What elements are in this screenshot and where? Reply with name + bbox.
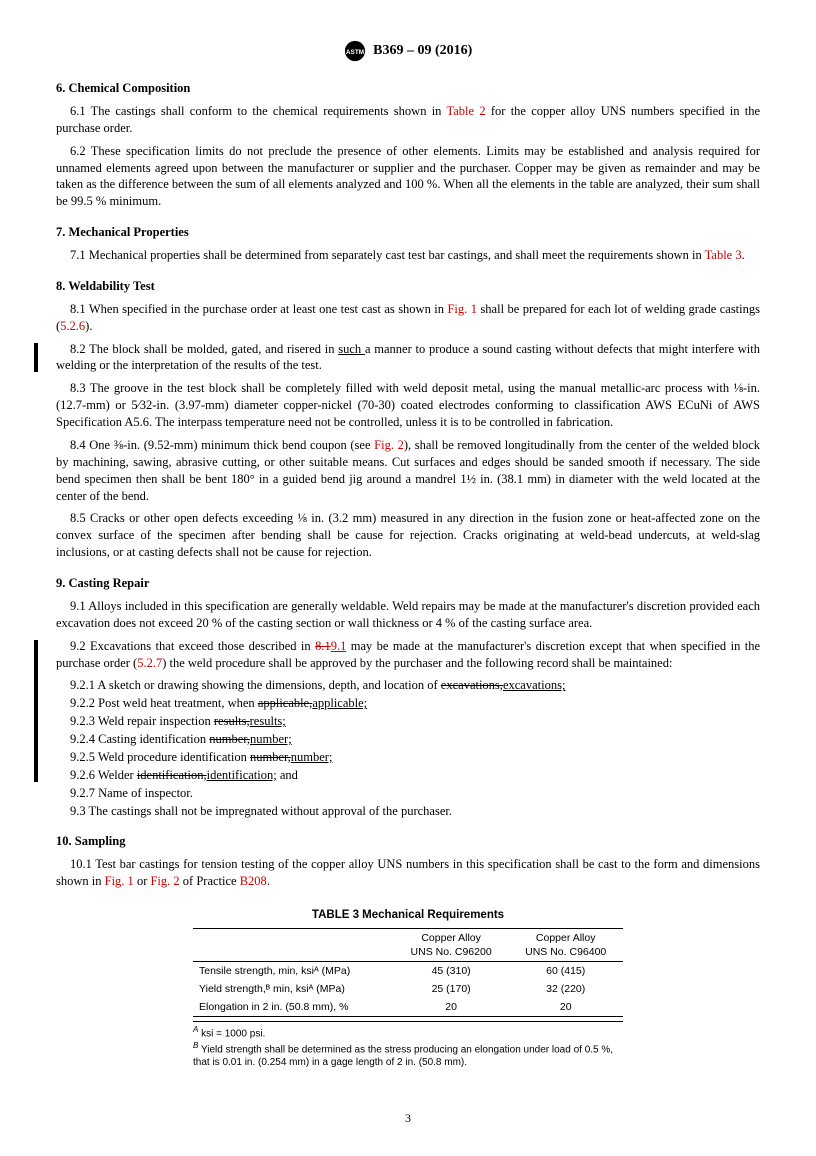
link-table2[interactable]: Table 2 — [446, 104, 485, 118]
para-8-3: 8.3 The groove in the test block shall b… — [56, 380, 760, 431]
changebar-8-2: 8.2 The block shall be molded, gated, an… — [56, 341, 760, 375]
para-7-1: 7.1 Mechanical properties shall be deter… — [56, 247, 760, 264]
item-9-2-7: 9.2.7 Name of inspector. — [56, 785, 760, 802]
changebar-9-2: 9.2 Excavations that exceed those descri… — [56, 638, 760, 784]
para-8-1: 8.1 When specified in the purchase order… — [56, 301, 760, 335]
table-header-c96400: Copper Alloy UNS No. C96400 — [508, 928, 623, 961]
section-9-heading: 9. Casting Repair — [56, 575, 760, 592]
table-row: Yield strength,ᴮ min, ksiᴬ (MPa) 25 (170… — [193, 980, 623, 998]
designation-text: B369 – 09 (2016) — [373, 43, 472, 58]
para-9-2: 9.2 Excavations that exceed those descri… — [56, 638, 760, 672]
item-9-2-4: 9.2.4 Casting identification number,numb… — [56, 731, 760, 748]
link-table3[interactable]: Table 3 — [705, 248, 742, 262]
table-3-title: TABLE 3 Mechanical Requirements — [193, 908, 623, 924]
para-6-2: 6.2 These specification limits do not pr… — [56, 143, 760, 211]
para-9-1: 9.1 Alloys included in this specificatio… — [56, 598, 760, 632]
table-row: Elongation in 2 in. (50.8 mm), % 20 20 — [193, 998, 623, 1017]
table-header-blank — [193, 928, 394, 961]
section-8-heading: 8. Weldability Test — [56, 278, 760, 295]
item-9-2-3: 9.2.3 Weld repair inspection results,res… — [56, 713, 760, 730]
para-10-1: 10.1 Test bar castings for tension testi… — [56, 856, 760, 890]
table-row: Tensile strength, min, ksiᴬ (MPa) 45 (31… — [193, 961, 623, 980]
link-526[interactable]: 5.2.6 — [60, 319, 85, 333]
section-10-heading: 10. Sampling — [56, 833, 760, 850]
link-527[interactable]: 5.2.7 — [137, 656, 162, 670]
para-8-2: 8.2 The block shall be molded, gated, an… — [56, 341, 760, 375]
link-fig2[interactable]: Fig. 2 — [374, 438, 404, 452]
link-fig2b[interactable]: Fig. 2 — [150, 874, 179, 888]
link-fig1[interactable]: Fig. 1 — [447, 302, 477, 316]
item-9-2-1: 9.2.1 A sketch or drawing showing the di… — [56, 677, 760, 694]
para-8-5: 8.5 Cracks or other open defects exceedi… — [56, 510, 760, 561]
link-fig1b[interactable]: Fig. 1 — [105, 874, 134, 888]
table-3: TABLE 3 Mechanical Requirements Copper A… — [193, 908, 623, 1070]
astm-logo: ASTM — [344, 40, 366, 62]
item-9-2-5: 9.2.5 Weld procedure identification numb… — [56, 749, 760, 766]
link-b208[interactable]: B208 — [240, 874, 267, 888]
table-header-c96200: Copper Alloy UNS No. C96200 — [394, 928, 509, 961]
para-6-1: 6.1 The castings shall conform to the ch… — [56, 103, 760, 137]
section-7-heading: 7. Mechanical Properties — [56, 224, 760, 241]
table-footnotes: A ksi = 1000 psi. B Yield strength shall… — [193, 1021, 623, 1069]
section-6-heading: 6. Chemical Composition — [56, 80, 760, 97]
para-9-3: 9.3 The castings shall not be impregnate… — [56, 803, 760, 820]
svg-text:ASTM: ASTM — [346, 49, 364, 56]
para-8-4: 8.4 One ⅜-in. (9.52-mm) minimum thick be… — [56, 437, 760, 505]
item-9-2-2: 9.2.2 Post weld heat treatment, when app… — [56, 695, 760, 712]
item-9-2-6: 9.2.6 Welder identification,identificati… — [56, 767, 760, 784]
page-number: 3 — [56, 1110, 760, 1126]
page-header: ASTM B369 – 09 (2016) — [56, 40, 760, 62]
